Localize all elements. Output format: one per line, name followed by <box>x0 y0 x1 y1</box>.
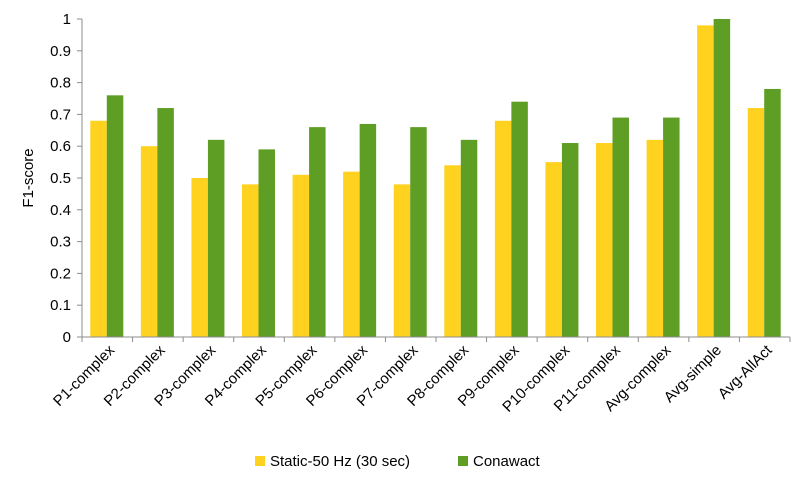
bar-conawact-p3-complex <box>207 139 225 337</box>
bar-static-p4-complex <box>242 184 259 337</box>
x-tick-label: Avg-AllAct <box>715 341 776 402</box>
bar-conawact-p7-complex <box>410 127 427 338</box>
y-tick-label: 0.2 <box>50 265 71 282</box>
bars <box>90 19 781 338</box>
bar-static-p2-complex <box>140 146 158 337</box>
legend-swatch-conawact <box>458 456 468 466</box>
bar-conawact-p11-complex <box>612 117 629 337</box>
legend-swatch-static <box>255 456 265 466</box>
y-tick-label: 0.6 <box>50 138 71 155</box>
y-tick-label: 0.5 <box>50 170 71 187</box>
bar-conawact-p5-complex <box>309 127 326 338</box>
bar-conawact-p1-complex <box>106 95 124 337</box>
bar-static-avg-allact <box>747 108 765 337</box>
bar-conawact-p10-complex <box>561 143 579 337</box>
bar-static-p3-complex <box>191 178 208 337</box>
bar-static-avg-simple <box>697 25 714 338</box>
bar-conawact-avg-simple <box>713 19 731 337</box>
y-tick-label: 0.4 <box>50 202 71 219</box>
legend: Static-50 Hz (30 sec) Conawact <box>255 453 541 470</box>
y-axis-title: F1-score <box>20 148 37 207</box>
y-axis-ticks: 0 0.1 0.2 0.3 0.4 0.5 0.6 0.7 0.8 0.9 1 <box>50 11 82 346</box>
bar-conawact-p6-complex <box>359 123 377 337</box>
bar-static-p11-complex <box>596 143 613 337</box>
bar-conawact-avg-complex <box>663 117 680 337</box>
bar-static-p10-complex <box>545 162 562 337</box>
bar-static-p7-complex <box>393 184 411 337</box>
x-axis-tick-labels: P1-complexP2-complexP3-complexP4-complex… <box>50 337 791 416</box>
bar-conawact-p2-complex <box>157 108 174 337</box>
y-tick-label: 0.8 <box>50 75 71 92</box>
bar-static-p5-complex <box>292 174 310 337</box>
bar-conawact-p4-complex <box>258 149 275 337</box>
legend-label-static: Static-50 Hz (30 sec) <box>270 453 410 470</box>
y-tick-label: 0 <box>63 329 71 346</box>
bar-static-avg-complex <box>646 139 664 337</box>
bar-static-p9-complex <box>494 120 512 337</box>
bar-static-p6-complex <box>343 171 360 337</box>
y-tick-label: 0.1 <box>50 297 71 314</box>
bar-conawact-p9-complex <box>511 101 528 338</box>
y-tick-label: 0.7 <box>50 106 71 123</box>
bar-static-p8-complex <box>444 165 461 337</box>
y-tick-label: 0.9 <box>50 43 71 60</box>
bar-conawact-p8-complex <box>460 139 478 337</box>
y-tick-label: 1 <box>63 11 71 28</box>
bar-static-p1-complex <box>90 120 107 337</box>
legend-label-conawact: Conawact <box>473 453 541 470</box>
y-tick-label: 0.3 <box>50 234 71 251</box>
bar-conawact-avg-allact <box>764 88 781 338</box>
